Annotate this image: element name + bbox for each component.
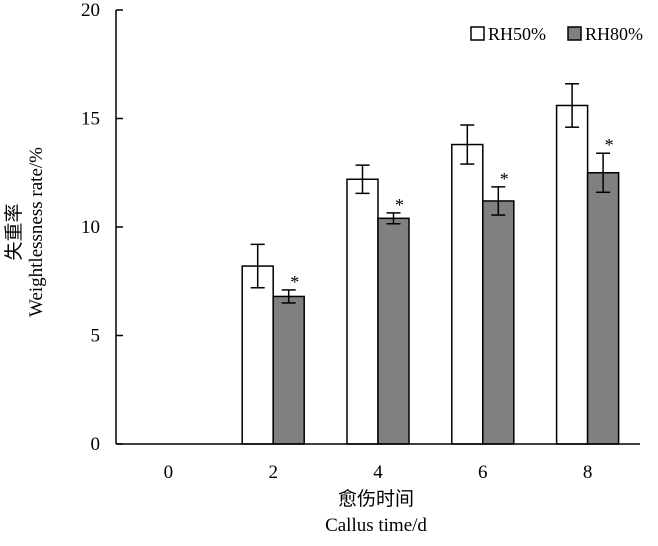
y-tick-label: 5 — [91, 326, 101, 347]
x-axis-tick-labels: 0 2 4 6 8 — [164, 462, 593, 483]
bar-rh80-6 — [482, 200, 515, 445]
y-tick-label: 20 — [81, 0, 100, 21]
significance-markers: * * * * — [290, 135, 613, 292]
significance-star: * — [290, 272, 299, 292]
error-bar — [460, 124, 475, 165]
significance-star: * — [500, 169, 509, 189]
y-tick-label: 10 — [81, 217, 100, 238]
x-tick-label: 6 — [478, 462, 488, 483]
x-tick-label: 2 — [268, 462, 278, 483]
y-axis-title-en: Weightlessness rate/% — [26, 147, 47, 317]
error-bar — [565, 83, 580, 128]
y-tick-label: 15 — [81, 109, 100, 130]
legend: RH50% RH80% — [470, 24, 643, 44]
y-axis-ticks: 0 5 10 15 20 — [81, 0, 123, 455]
error-bars — [250, 83, 611, 304]
bar-rh80-2 — [272, 295, 305, 445]
error-bar — [281, 289, 296, 304]
error-bar — [596, 152, 611, 194]
y-tick-label: 0 — [91, 434, 101, 455]
error-bar — [491, 186, 506, 216]
y-axis-title-cn: 失重率 — [3, 203, 25, 260]
legend-label-rh50: RH50% — [488, 24, 546, 44]
x-tick-label: 4 — [373, 462, 383, 483]
significance-star: * — [605, 135, 614, 155]
error-bar — [250, 243, 265, 289]
legend-swatch-rh80 — [567, 26, 582, 41]
bar-rh50-8 — [555, 104, 589, 445]
error-bar — [355, 164, 370, 195]
x-tick-label: 8 — [583, 462, 593, 483]
legend-label-rh80: RH80% — [585, 24, 643, 44]
bar-rh50-4 — [346, 178, 379, 445]
bar-rh50-6 — [451, 143, 484, 445]
x-axis-title-en: Callus time/d — [325, 515, 427, 536]
x-tick-label: 0 — [164, 462, 174, 483]
legend-swatch-rh50 — [470, 26, 485, 41]
bar-rh50-2 — [241, 265, 274, 445]
x-axis-title-cn: 愈伤时间 — [338, 488, 414, 510]
bar-rh80-4 — [377, 217, 410, 445]
error-bar — [386, 212, 401, 225]
chart-bars — [241, 104, 620, 445]
significance-star: * — [395, 195, 404, 215]
bar-rh80-8 — [586, 172, 620, 445]
